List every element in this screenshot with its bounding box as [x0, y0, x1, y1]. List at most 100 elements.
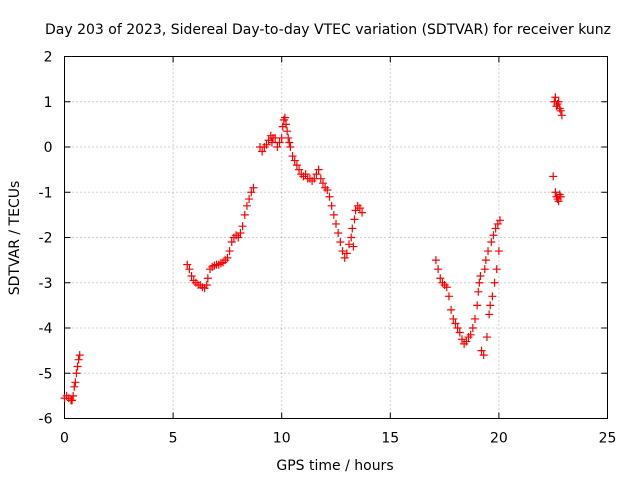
data-point: [295, 165, 304, 174]
data-point: [275, 138, 284, 147]
data-point: [492, 265, 501, 274]
data-point: [323, 185, 332, 194]
data-point: [487, 238, 496, 247]
data-point: [338, 247, 347, 256]
data-point: [556, 192, 565, 201]
data-point: [227, 238, 236, 247]
series-3: [255, 113, 367, 262]
data-point: [318, 179, 327, 188]
data-point: [551, 188, 560, 197]
y-tick-label: -6: [39, 412, 53, 428]
data-point: [349, 242, 358, 251]
data-point: [336, 238, 345, 247]
data-point: [283, 127, 292, 136]
data-point: [185, 265, 194, 274]
data-point: [444, 292, 453, 301]
x-tick-label: 5: [169, 431, 178, 447]
data-point: [477, 346, 486, 355]
data-point: [488, 292, 497, 301]
x-axis-label: GPS time / hours: [276, 458, 393, 474]
data-point: [340, 253, 349, 262]
data-point: [267, 138, 276, 147]
data-point: [247, 188, 256, 197]
y-tick-label: -1: [39, 185, 53, 201]
tick-labels: 0 5 10 15 20 25 -6 -5 -4 -3 -2 -1 0 1 2: [39, 50, 617, 447]
data-point: [436, 274, 445, 283]
data-point: [490, 278, 499, 287]
data-point: [434, 265, 443, 274]
data-point: [350, 215, 359, 224]
data-point: [342, 249, 351, 258]
data-point: [69, 391, 78, 400]
y-axis-label: SDTVAR / TECUs: [7, 181, 23, 296]
data-point: [551, 93, 560, 102]
data-point: [447, 305, 456, 314]
data-point: [70, 382, 79, 391]
data-point: [358, 208, 367, 217]
data-point: [466, 330, 475, 339]
data-point: [468, 324, 477, 332]
data-point: [258, 147, 267, 156]
data-point: [71, 378, 80, 387]
data-point: [242, 201, 251, 210]
data-point: [72, 369, 81, 378]
data-point: [280, 113, 289, 122]
data-point: [493, 219, 502, 228]
y-tick-label: 2: [44, 50, 53, 66]
data-point: [240, 210, 249, 219]
series-1: [60, 351, 84, 405]
data-point: [475, 278, 484, 287]
data-point: [288, 152, 297, 161]
data-point: [245, 195, 254, 204]
data-point: [329, 210, 338, 219]
y-tick-label: -4: [39, 321, 53, 337]
y-tick-label: -5: [39, 366, 53, 382]
data-point: [431, 256, 440, 265]
data-point: [485, 310, 494, 319]
data-point: [223, 253, 232, 262]
data-point: [482, 333, 491, 342]
data-point: [74, 355, 83, 364]
data-point: [449, 314, 458, 323]
data-point: [236, 228, 245, 237]
data-point: [68, 396, 77, 405]
data-point: [479, 351, 488, 360]
data-point: [351, 206, 360, 215]
data-point: [282, 120, 291, 129]
data-point: [489, 231, 498, 240]
data-point: [234, 233, 243, 242]
data-point: [202, 281, 211, 290]
data-point: [285, 138, 294, 147]
data-point: [183, 260, 192, 269]
data-point: [347, 233, 356, 242]
data-point: [238, 222, 247, 231]
data-point: [554, 197, 563, 206]
data-point: [457, 335, 466, 344]
grid-lines: [64, 56, 608, 419]
y-tick-label: -2: [39, 231, 53, 247]
series-2: [183, 183, 258, 293]
data-point: [474, 287, 483, 296]
y-tick-label: 0: [44, 140, 53, 156]
data-point: [471, 314, 480, 323]
data-point: [481, 256, 490, 265]
data-point: [442, 283, 451, 292]
data-point: [312, 170, 321, 179]
y-tick-label: -3: [39, 276, 53, 292]
data-point: [494, 247, 503, 256]
data-point: [203, 274, 212, 283]
x-tick-label: 25: [599, 431, 617, 447]
data-point: [187, 271, 196, 280]
data-point: [484, 247, 493, 256]
data-point: [491, 224, 500, 233]
data-point: [327, 201, 336, 210]
x-tick-label: 20: [490, 431, 508, 447]
data-point: [476, 271, 485, 280]
data-point: [554, 97, 563, 106]
data-point: [286, 143, 295, 151]
data-point: [486, 301, 495, 310]
data-point: [557, 111, 566, 120]
data-point: [455, 328, 464, 337]
chart-title: Day 203 of 2023, Sidereal Day-to-day VTE…: [45, 22, 611, 38]
data-point: [451, 319, 460, 328]
